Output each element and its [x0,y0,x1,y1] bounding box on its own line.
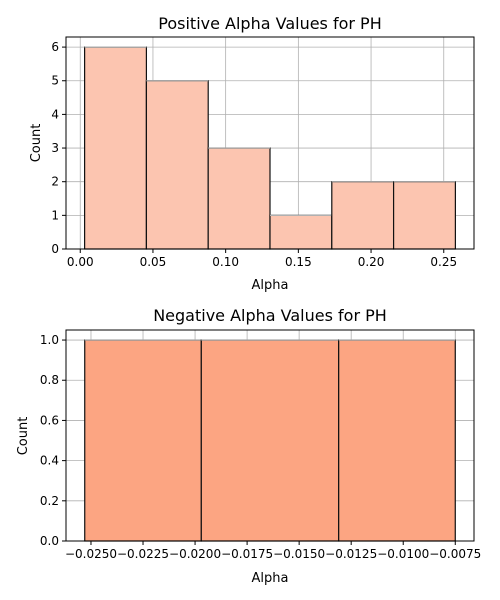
y-tick-label: 4 [51,107,59,121]
x-tick-label: 0.10 [212,255,239,269]
histogram-bar [207,147,271,250]
x-axis-label: Alpha [252,278,289,293]
plot-area-frame [65,329,475,542]
histogram-bar [200,339,340,542]
x-axis-label: Alpha [252,571,289,586]
x-tick-label: 0.20 [358,255,385,269]
histogram-bar [392,181,456,250]
y-tick-label: 0 [51,242,59,256]
histogram-bar [269,214,333,250]
y-axis-label: Count [16,417,31,456]
histogram-bar [331,181,395,250]
chart-title: Positive Alpha Values for PH [158,14,381,33]
chart-title: Negative Alpha Values for PH [153,306,387,325]
y-tick-label: 0.8 [40,373,59,387]
x-tick-label: −0.0075 [429,547,481,561]
histogram-bar [338,339,456,542]
x-tick-label: 0.05 [140,255,167,269]
x-tick-label: −0.0175 [221,547,273,561]
x-tick-label: 0.00 [67,255,94,269]
plot-area-frame [65,36,475,250]
y-tick-label: 5 [51,74,59,88]
histogram-bar [84,46,148,250]
x-tick-label: −0.0225 [117,547,169,561]
y-tick-label: 3 [51,141,59,155]
x-tick-label: −0.0200 [169,547,221,561]
y-tick-label: 0.0 [40,534,59,548]
y-axis-label: Count [29,124,44,163]
x-tick-label: −0.0250 [65,547,117,561]
y-tick-label: 2 [51,175,59,189]
y-tick-label: 1 [51,208,59,222]
x-tick-label: −0.0100 [377,547,429,561]
y-tick-label: 0.4 [40,454,59,468]
histogram-bar [84,339,202,542]
y-tick-label: 0.2 [40,494,59,508]
x-tick-label: 0.25 [430,255,457,269]
y-tick-label: 1.0 [40,333,59,347]
y-tick-label: 0.6 [40,413,59,427]
x-tick-label: 0.15 [285,255,312,269]
positive-alpha-histogram: Positive Alpha Values for PH Alpha Count… [29,14,475,293]
y-tick-label: 6 [51,40,59,54]
x-tick-label: −0.0125 [325,547,377,561]
histogram-bar [145,80,209,250]
x-tick-label: −0.0150 [273,547,325,561]
negative-alpha-histogram: Negative Alpha Values for PH Alpha Count… [16,306,481,586]
